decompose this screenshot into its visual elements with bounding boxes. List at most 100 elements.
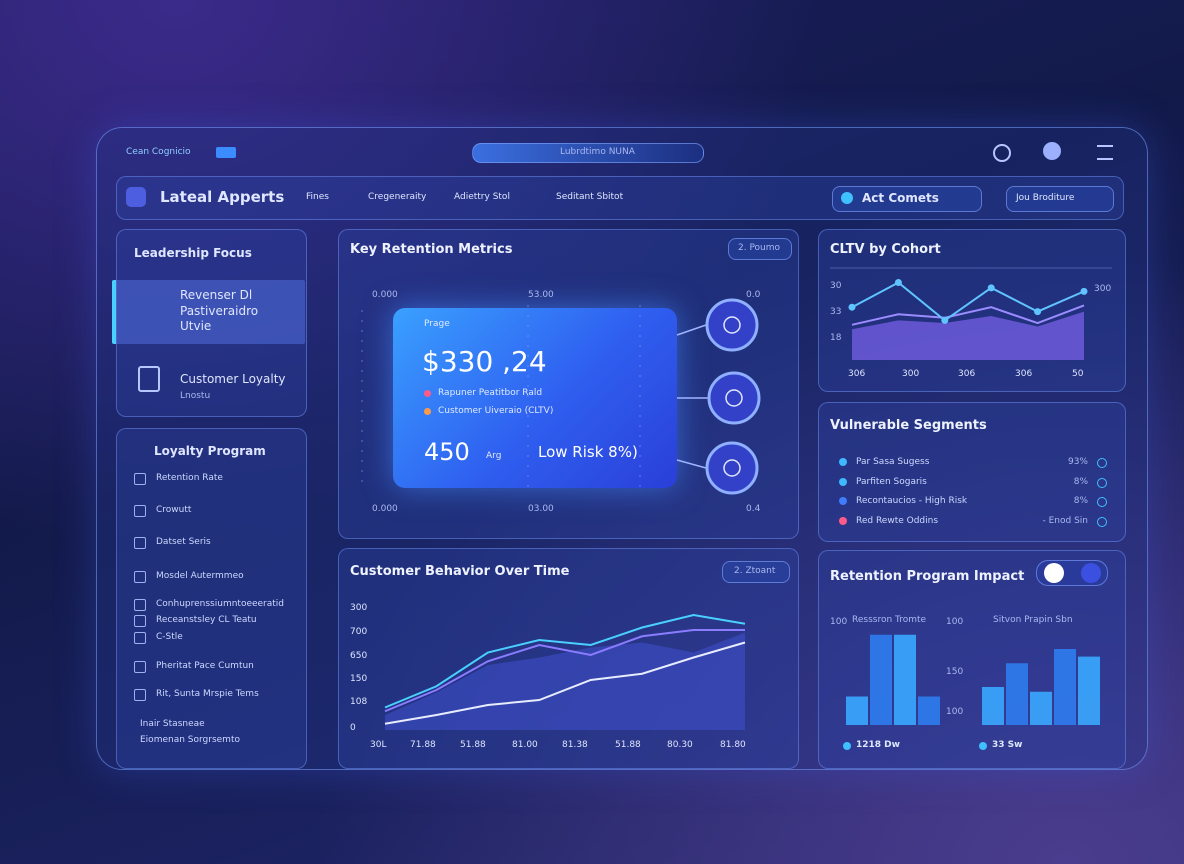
legend-label: 33 Sw bbox=[992, 740, 1023, 750]
program-icon bbox=[134, 615, 146, 627]
legend-dot bbox=[979, 742, 987, 750]
x-tick-label: 80.30 bbox=[667, 740, 693, 750]
focus-item: Revenser Dl Pastiveraidro Utvie bbox=[180, 288, 259, 334]
next-button[interactable] bbox=[1006, 186, 1114, 212]
segment-value: 8% bbox=[1073, 496, 1088, 506]
y-tick-label: 150 bbox=[350, 674, 368, 684]
line bbox=[384, 641, 746, 725]
y-tick-label: 100 bbox=[946, 617, 964, 627]
cltv-panel bbox=[818, 229, 1126, 392]
area bbox=[852, 311, 1084, 360]
x-tick-label: 300 bbox=[902, 369, 920, 379]
line bbox=[384, 613, 746, 709]
program-icon bbox=[134, 632, 146, 644]
brand-badge bbox=[216, 147, 236, 158]
card-risk: Low Risk 8%) bbox=[538, 443, 638, 461]
point bbox=[987, 284, 995, 292]
focus-sub: Lnostu bbox=[180, 391, 211, 401]
segment-dot bbox=[839, 477, 847, 486]
page-title: Lateal Apperts bbox=[160, 188, 285, 206]
legend-dot bbox=[424, 390, 431, 397]
x-tick-label: 50 bbox=[1072, 369, 1084, 379]
behavior-badge-label: 2. Ztoant bbox=[734, 566, 776, 576]
focus-item-active[interactable] bbox=[112, 280, 305, 344]
y-tick-label: 650 bbox=[350, 651, 368, 661]
connector bbox=[676, 459, 707, 469]
y-tick-label: 33 bbox=[830, 307, 842, 317]
y-tick-label: 100 bbox=[946, 707, 964, 717]
x-tick-label: 306 bbox=[1015, 369, 1033, 379]
program-item: Inair Stasneae bbox=[140, 719, 205, 729]
legend-label: 1218 Dw bbox=[856, 740, 900, 750]
line bbox=[851, 304, 1085, 326]
x-tick-label: 51.88 bbox=[460, 740, 486, 750]
search-bar[interactable] bbox=[472, 143, 704, 163]
program-icon bbox=[134, 505, 146, 517]
point bbox=[1080, 287, 1088, 295]
point bbox=[1034, 308, 1042, 316]
y-tick-label: 300 bbox=[1094, 284, 1112, 294]
y-tick-label: 18 bbox=[830, 333, 842, 343]
bar bbox=[846, 696, 868, 725]
y-tick-label: 30 bbox=[830, 281, 842, 291]
node-icon bbox=[723, 316, 741, 334]
program-item: Retention Rate bbox=[156, 473, 223, 483]
bar bbox=[894, 634, 916, 725]
segment-action[interactable] bbox=[1097, 458, 1107, 468]
behavior-badge[interactable] bbox=[722, 561, 790, 583]
x-tick-label: 81.38 bbox=[562, 740, 588, 750]
program-item: Crowutt bbox=[156, 505, 192, 515]
toggle-knob bbox=[1044, 563, 1064, 583]
toggle-knob bbox=[1081, 563, 1101, 583]
x-tick-label: 30L bbox=[370, 740, 387, 750]
segment-action[interactable] bbox=[1097, 497, 1107, 507]
area bbox=[385, 632, 745, 730]
action-button[interactable] bbox=[832, 186, 982, 212]
metrics-badge[interactable] bbox=[728, 238, 792, 260]
legend-dot bbox=[843, 742, 851, 750]
program-item: Receanstsley CL Teatu bbox=[156, 615, 257, 625]
card-label: Prage bbox=[424, 319, 450, 329]
segment-label: Par Sasa Sugess bbox=[856, 457, 930, 467]
segment-value: 8% bbox=[1073, 476, 1088, 487]
metrics-title: Key Retention Metrics bbox=[350, 242, 513, 257]
bar bbox=[870, 634, 892, 725]
avatar-icon[interactable] bbox=[1043, 142, 1061, 160]
bar bbox=[1006, 663, 1028, 725]
impact-title: Retention Program Impact bbox=[830, 569, 1025, 584]
program-icon bbox=[134, 473, 146, 485]
program-item: Eiomenan Sorgrsemto bbox=[140, 735, 240, 745]
x-tick-label: 306 bbox=[958, 369, 976, 379]
program-panel bbox=[116, 428, 307, 769]
x-tick-label: 306 bbox=[848, 369, 866, 379]
settings-icon[interactable] bbox=[993, 144, 1011, 162]
point bbox=[941, 316, 949, 324]
connector bbox=[676, 324, 707, 336]
program-icon bbox=[134, 599, 146, 611]
x-tick-label: 71.88 bbox=[410, 740, 436, 750]
program-icon bbox=[134, 661, 146, 673]
menu-icon[interactable] bbox=[1097, 145, 1113, 160]
segment-dot bbox=[839, 516, 847, 525]
x-tick-label: 81.00 bbox=[512, 740, 538, 750]
point bbox=[848, 303, 856, 311]
group-label: Sitvon Prapin Sbn bbox=[993, 615, 1073, 625]
card-count: 450 bbox=[424, 438, 470, 466]
segments-title: Vulnerable Segments bbox=[830, 418, 987, 433]
node bbox=[705, 441, 759, 495]
focus-title: Leadership Focus bbox=[134, 246, 252, 260]
axis-label: 0.000 bbox=[372, 504, 398, 514]
axis-label: 53.00 bbox=[528, 290, 554, 300]
axis-label: 0.4 bbox=[746, 504, 761, 514]
focus-icon bbox=[138, 366, 160, 392]
card-legend: Customer Uiveraio (CLTV) bbox=[438, 406, 554, 416]
segment-action[interactable] bbox=[1097, 516, 1107, 527]
card-count-unit: Arg bbox=[486, 451, 502, 461]
x-tick-label: 51.88 bbox=[615, 740, 641, 750]
segment-action[interactable] bbox=[1097, 477, 1107, 488]
nav-item: Seditant Sbitot bbox=[556, 192, 624, 202]
nav-item: Cregeneraity bbox=[368, 192, 427, 202]
program-item: Rit, Sunta Mrspie Tems bbox=[156, 689, 259, 699]
